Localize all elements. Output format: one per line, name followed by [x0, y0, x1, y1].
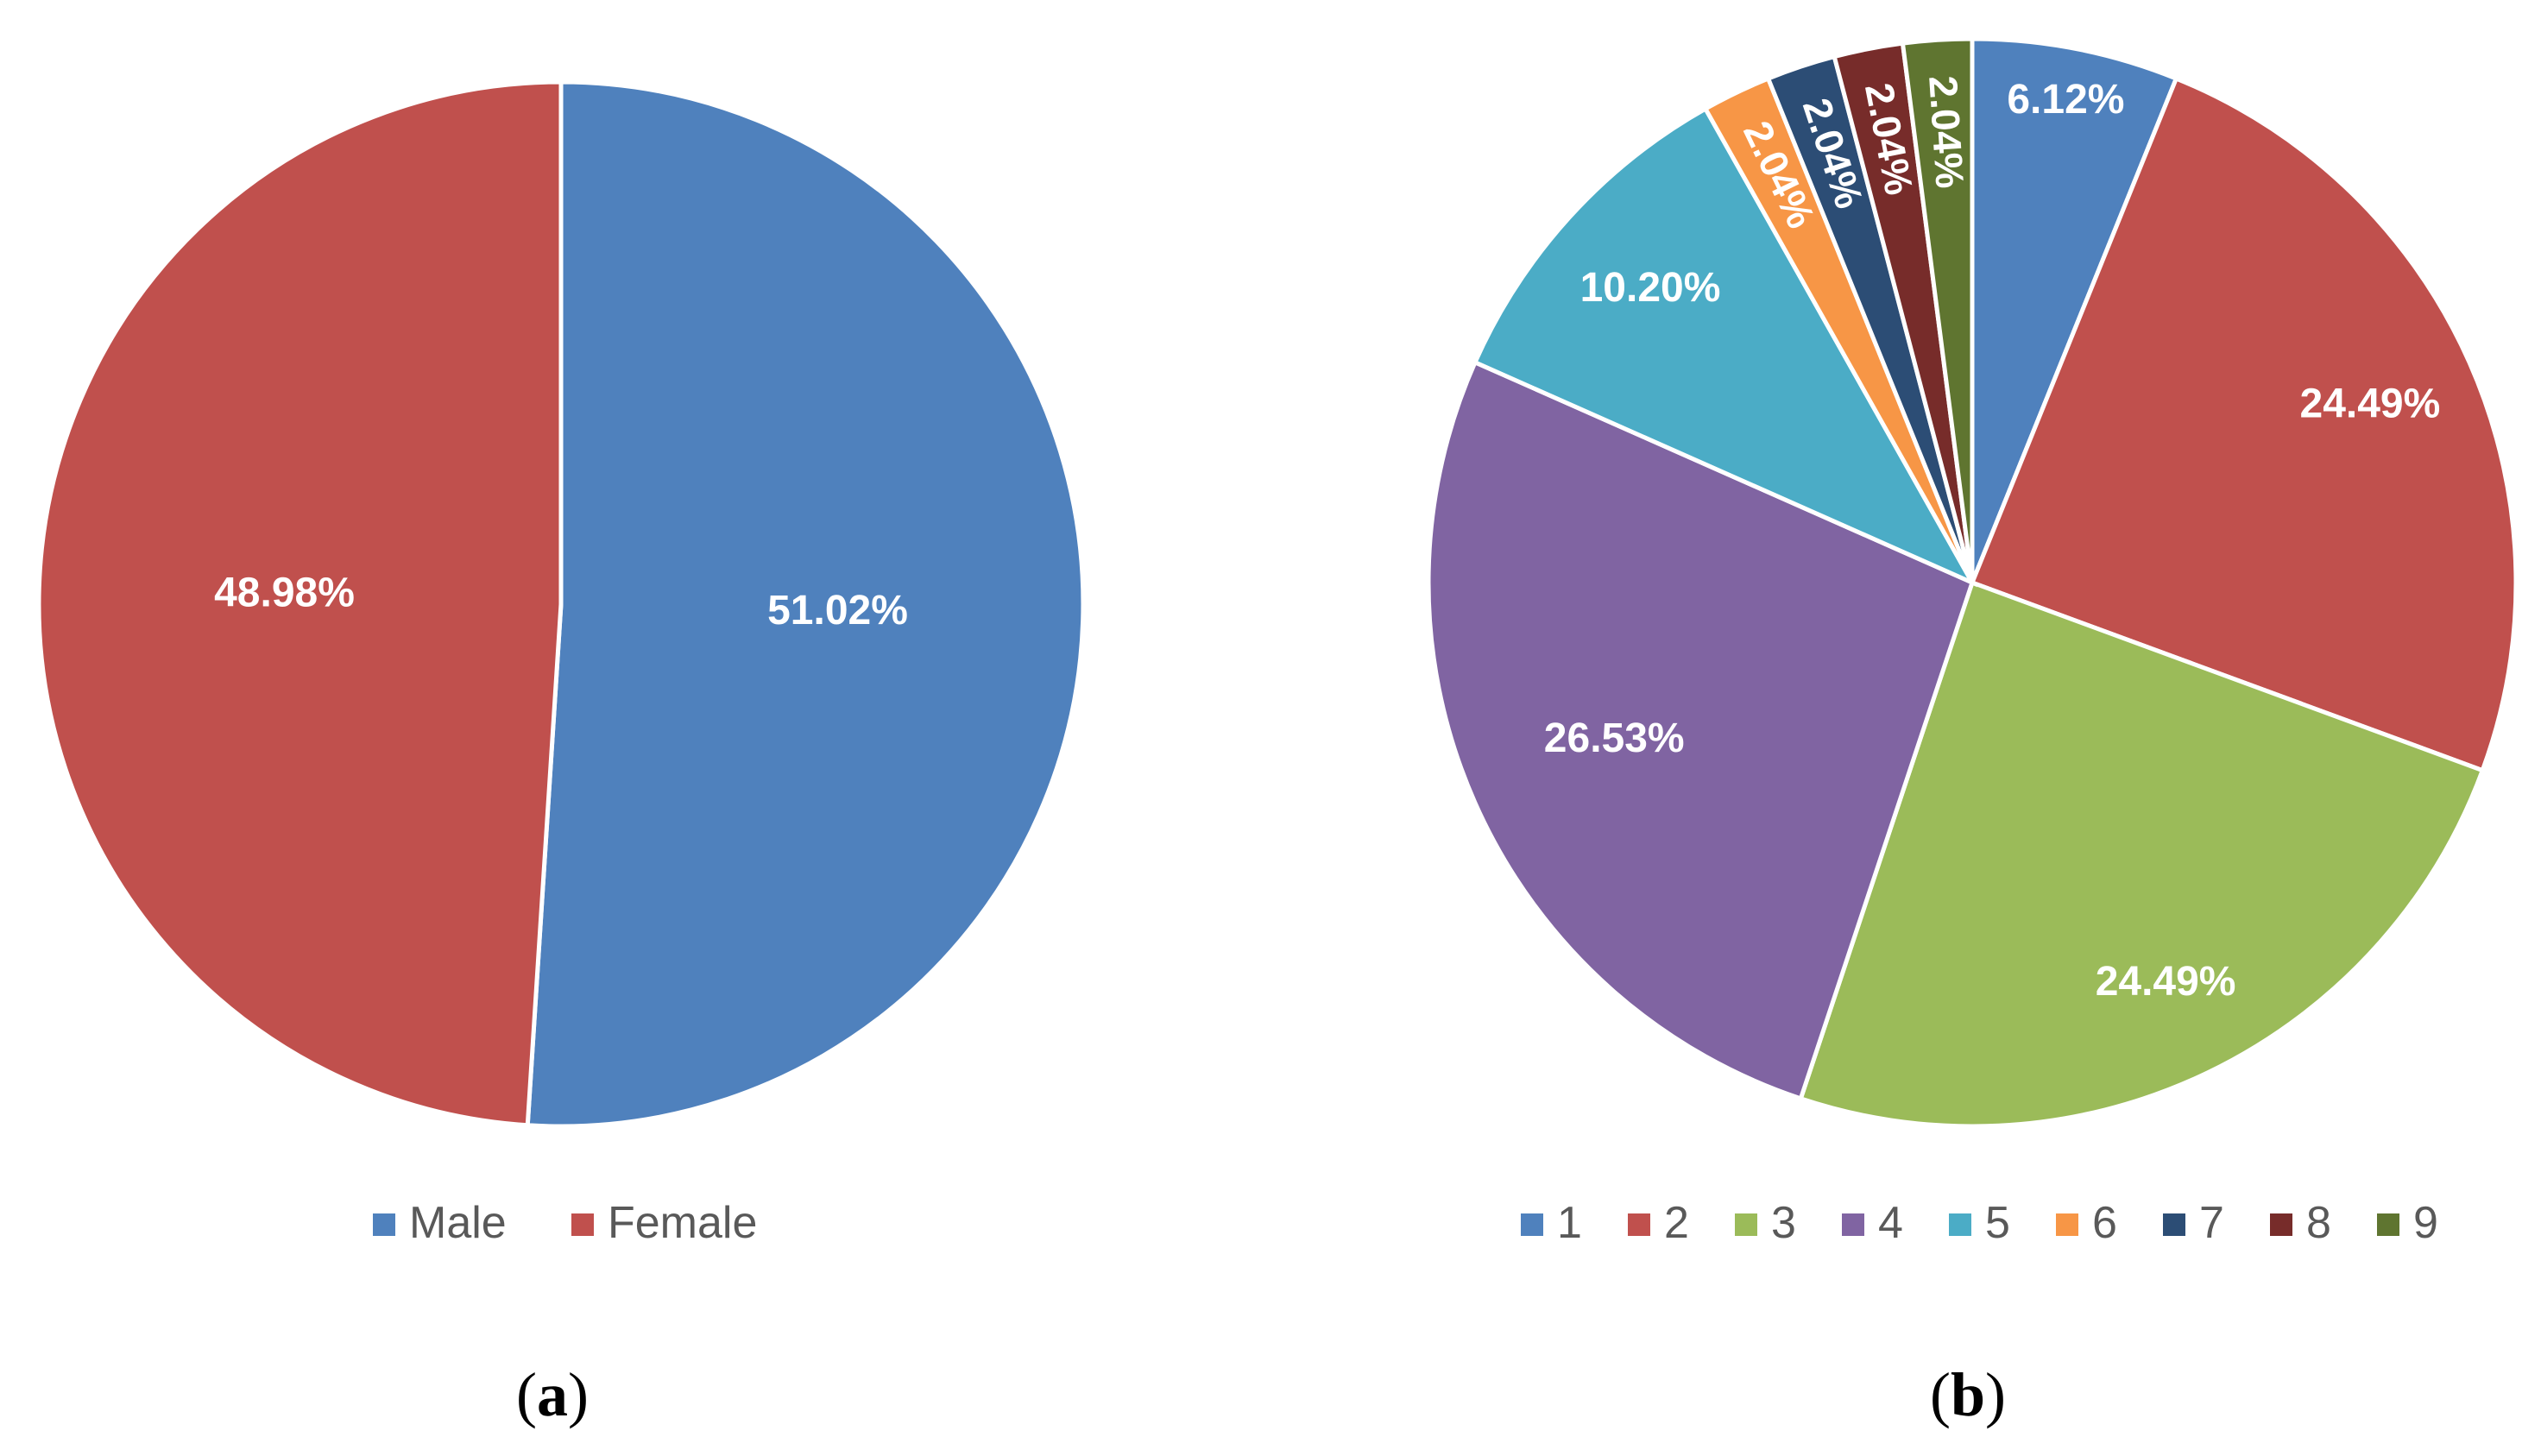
data-label-4: 26.53%	[1544, 715, 1685, 761]
data-label-3: 24.49%	[2096, 959, 2236, 1005]
legend-label-1: 1	[1557, 1198, 1582, 1248]
legend-label-4: 4	[1878, 1198, 1903, 1248]
legend-b: 1 2 3 4 5 6 7 8 9	[1521, 1198, 2438, 1248]
pie-chart-b: 6.12%24.49%24.49%26.53%10.20%2.04%2.04%2…	[1426, 36, 2519, 1129]
legend-label-female: Female	[608, 1198, 757, 1248]
legend-label-3: 3	[1771, 1198, 1796, 1248]
pie-slice-4	[1426, 359, 1976, 1102]
pie-slice-1	[1970, 36, 2179, 583]
legend-swatch-9	[2377, 1213, 2399, 1236]
legend-label-6: 6	[2092, 1198, 2117, 1248]
legend-a: Male Female	[373, 1198, 757, 1248]
pie-chart-a: 51.02% 48.98%	[36, 79, 1086, 1129]
legend-swatch-5	[1949, 1213, 1971, 1236]
pie-slice-2	[1969, 75, 2519, 773]
data-label-2: 24.49%	[2300, 381, 2441, 427]
data-label-female: 48.98%	[214, 570, 355, 615]
legend-swatch-4	[1842, 1213, 1864, 1236]
data-label-9: 2.04%	[1920, 74, 1972, 190]
legend-swatch-2	[1628, 1213, 1650, 1236]
panel-label-b-letter: b	[1951, 1360, 1985, 1429]
pie-slice-female	[36, 79, 564, 1128]
legend-label-5: 5	[1985, 1198, 2010, 1248]
data-label-5: 10.20%	[1580, 265, 1721, 311]
legend-label-8: 8	[2306, 1198, 2331, 1248]
panel-label-b: (b)	[1930, 1360, 2006, 1429]
legend-label-2: 2	[1664, 1198, 1689, 1248]
panel-label-a: (a)	[516, 1360, 589, 1429]
pie-slice-male	[525, 79, 1086, 1129]
pie-slice-5	[1472, 105, 1977, 588]
pie-slice-3	[1798, 579, 2486, 1129]
legend-swatch-8	[2270, 1213, 2292, 1236]
legend-swatch-3	[1735, 1213, 1757, 1236]
legend-label-7: 7	[2199, 1198, 2224, 1248]
data-label-male: 51.02%	[767, 588, 908, 633]
legend-label-male: Male	[409, 1198, 507, 1248]
legend-swatch-7	[2163, 1213, 2185, 1236]
legend-swatch-female	[571, 1213, 594, 1236]
legend-swatch-1	[1521, 1213, 1543, 1236]
legend-label-9: 9	[2413, 1198, 2438, 1248]
legend-swatch-6	[2056, 1213, 2078, 1236]
legend-swatch-male	[373, 1213, 395, 1236]
pie-slice-9	[1900, 36, 1975, 583]
data-label-1: 6.12%	[2007, 77, 2124, 123]
panel-label-a-letter: a	[537, 1360, 568, 1429]
